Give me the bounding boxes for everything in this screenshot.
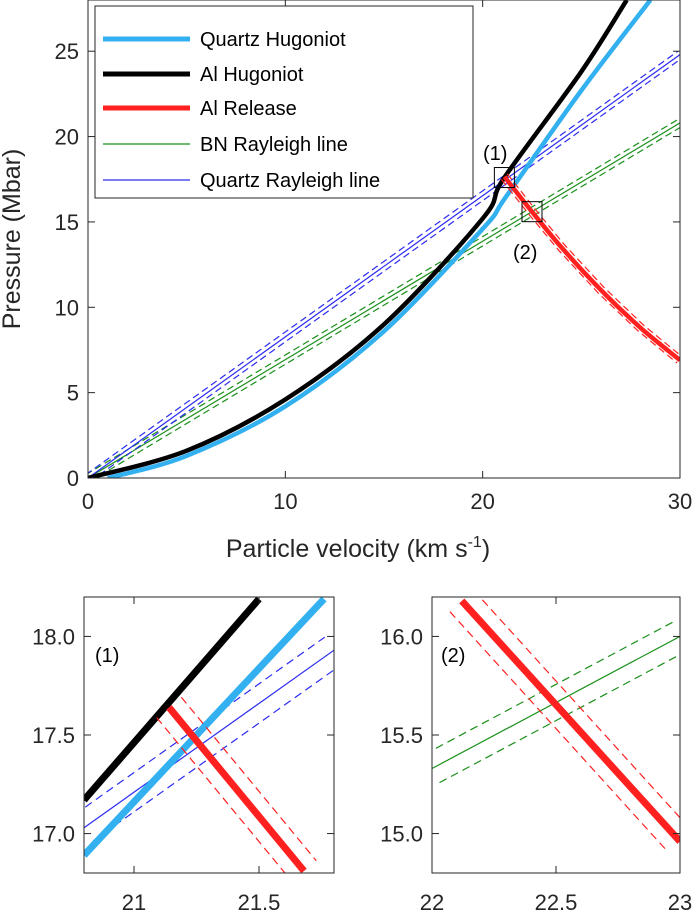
main-y-tick-label: 0: [67, 466, 79, 491]
in1-y-tick-label: 18.0: [32, 624, 75, 649]
legend: Quartz Hugoniot Al Hugoniot Al Release B…: [94, 5, 474, 199]
in1-x-tick-label: 21.5: [238, 890, 281, 915]
main-series-group: [88, 0, 680, 478]
legend-label-quartz-rayleigh: Quartz Rayleigh line: [200, 170, 380, 192]
main-axes: 0 10 20 30 0 5 10 15 20 25: [55, 0, 692, 514]
zoom-box-1: [493, 167, 515, 189]
in1-series-al-release: [166, 705, 307, 873]
inset-1-area: [84, 597, 334, 873]
inset-1-label: (1): [95, 645, 119, 667]
main-series-al-hugoniot: [88, 0, 629, 478]
in2-series-bn-rayleigh-line-bound: [439, 653, 680, 784]
main-x-tick-label: 30: [668, 489, 692, 514]
main-y-tick-label: 5: [67, 381, 79, 406]
main-series-bn-rayleigh-line-bound: [94, 126, 680, 478]
in1-y-tick-label: 17.0: [32, 822, 75, 847]
in2-series-al-release-bound: [478, 597, 680, 819]
main-series-al-release: [502, 175, 680, 362]
inset-2-axes: 22 22.5 23 15.0 15.5 16.0: [380, 596, 692, 915]
in1-series-quartz-hugoniot: [84, 597, 327, 858]
main-series-quartz-hugoniot: [107, 0, 653, 478]
inset-2-label: (2): [441, 645, 465, 667]
legend-label-quartz-hugoniot: Quartz Hugoniot: [200, 29, 346, 51]
legend-label-bn-rayleigh: BN Rayleigh line: [200, 134, 348, 156]
legend-label-al-release: Al Release: [200, 98, 297, 120]
in1-series-al-release-bound: [156, 717, 286, 873]
main-x-tick-label: 20: [470, 489, 494, 514]
inset-2: 22 22.5 23 15.0 15.5 16.0 (2): [380, 596, 692, 915]
main-x-tick-label: 0: [82, 489, 94, 514]
in2-y-tick-label: 15.5: [380, 723, 423, 748]
main-axes-frame: [87, 0, 681, 479]
legend-label-al-hugoniot: Al Hugoniot: [200, 64, 304, 86]
inset-2-series-group: [432, 597, 680, 853]
inset-2-area: [432, 597, 680, 873]
y-axis-label: Pressure (Mbar): [0, 149, 26, 330]
main-series-quartz-rayleigh-line-bound: [88, 50, 679, 474]
main-series-al-release-bound: [501, 179, 678, 364]
in2-series-al-release-bound: [449, 611, 669, 853]
zoom-box-2: [521, 201, 543, 223]
annotation-1: (1): [483, 143, 507, 165]
in2-series-al-release: [459, 598, 680, 844]
main-y-tick-label: 10: [55, 295, 79, 320]
main-series-quartz-rayleigh-line-bound: [93, 58, 680, 478]
in2-x-tick-label: 23: [668, 890, 692, 915]
in2-x-tick-label: 22: [420, 890, 444, 915]
main-y-tick-label: 20: [55, 125, 79, 150]
in2-series-bn-rayleigh-line-bound: [432, 621, 673, 752]
in1-series-al-hugoniot: [84, 597, 262, 803]
inset-1: 21 21.5 17.0 17.5 18.0 (1): [32, 596, 335, 915]
main-x-tick-label: 10: [273, 489, 297, 514]
in2-x-tick-label: 22.5: [535, 890, 578, 915]
in2-y-tick-label: 15.0: [380, 822, 423, 847]
inset-1-series-group: [84, 597, 334, 873]
in1-series-quartz-rayleigh-line: [84, 649, 334, 829]
in1-y-tick-label: 17.5: [32, 723, 75, 748]
in1-series-al-release-bound: [180, 696, 317, 862]
in1-x-tick-label: 21: [122, 890, 146, 915]
main-series-al-release-bound: [506, 173, 680, 356]
annotation-2: (2): [513, 242, 537, 264]
main-series-bn-rayleigh-line: [88, 122, 680, 478]
main-y-tick-label: 15: [55, 210, 79, 235]
x-axis-label: Particle velocity (km s-1): [226, 534, 490, 563]
main-y-tick-label: 25: [55, 39, 79, 64]
in2-y-tick-label: 16.0: [380, 624, 423, 649]
main-series-bn-rayleigh-line-bound: [88, 118, 679, 475]
inset-1-axes: 21 21.5 17.0 17.5 18.0: [32, 596, 335, 915]
main-series-quartz-rayleigh-line: [88, 54, 680, 478]
main-plot: 0 10 20 30 0 5 10 15 20 25 Particle velocity (km …: [0, 0, 692, 563]
